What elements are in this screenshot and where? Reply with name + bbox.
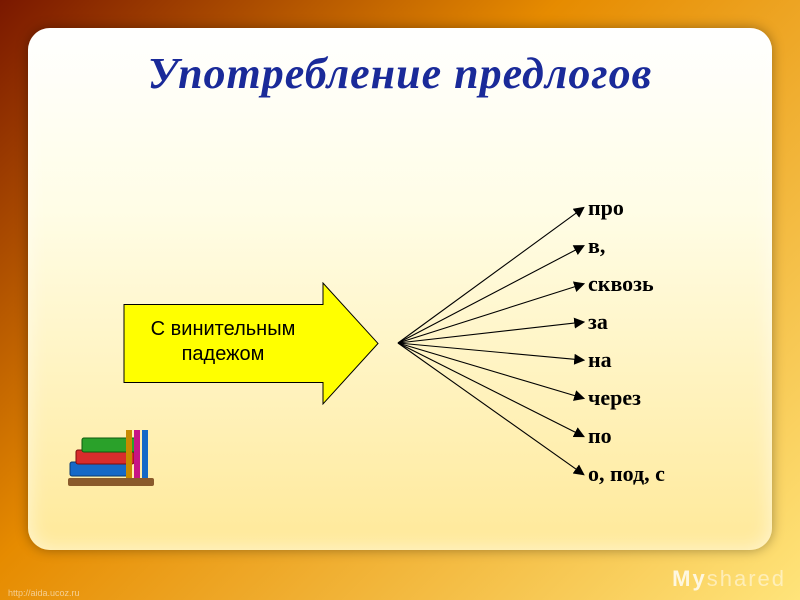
preposition-item: через <box>588 386 665 424</box>
slide: Употребление предлогов С винительным пад… <box>0 0 800 600</box>
preposition-item: сквозь <box>588 272 665 310</box>
preposition-item: на <box>588 348 665 386</box>
preposition-item: про <box>588 196 665 234</box>
watermark-bold: My <box>672 566 707 591</box>
arrow-label: С винительным падежом <box>123 303 323 381</box>
books-icon <box>66 422 156 492</box>
watermark-rest: shared <box>707 566 786 591</box>
footer-url: http://aida.ucoz.ru <box>8 588 80 598</box>
preposition-item: о, под, с <box>588 462 665 500</box>
arrow-label-line1: С винительным <box>151 317 296 342</box>
preposition-item: по <box>588 424 665 462</box>
preposition-list: пров,сквозьзаначерезпоо, под, с <box>588 196 665 500</box>
preposition-item: за <box>588 310 665 348</box>
page-title: Употребление предлогов <box>28 48 772 99</box>
preposition-item: в, <box>588 234 665 272</box>
content-panel: Употребление предлогов С винительным пад… <box>28 28 772 550</box>
watermark: Myshared <box>672 566 786 592</box>
arrow-label-line2: падежом <box>151 342 296 367</box>
